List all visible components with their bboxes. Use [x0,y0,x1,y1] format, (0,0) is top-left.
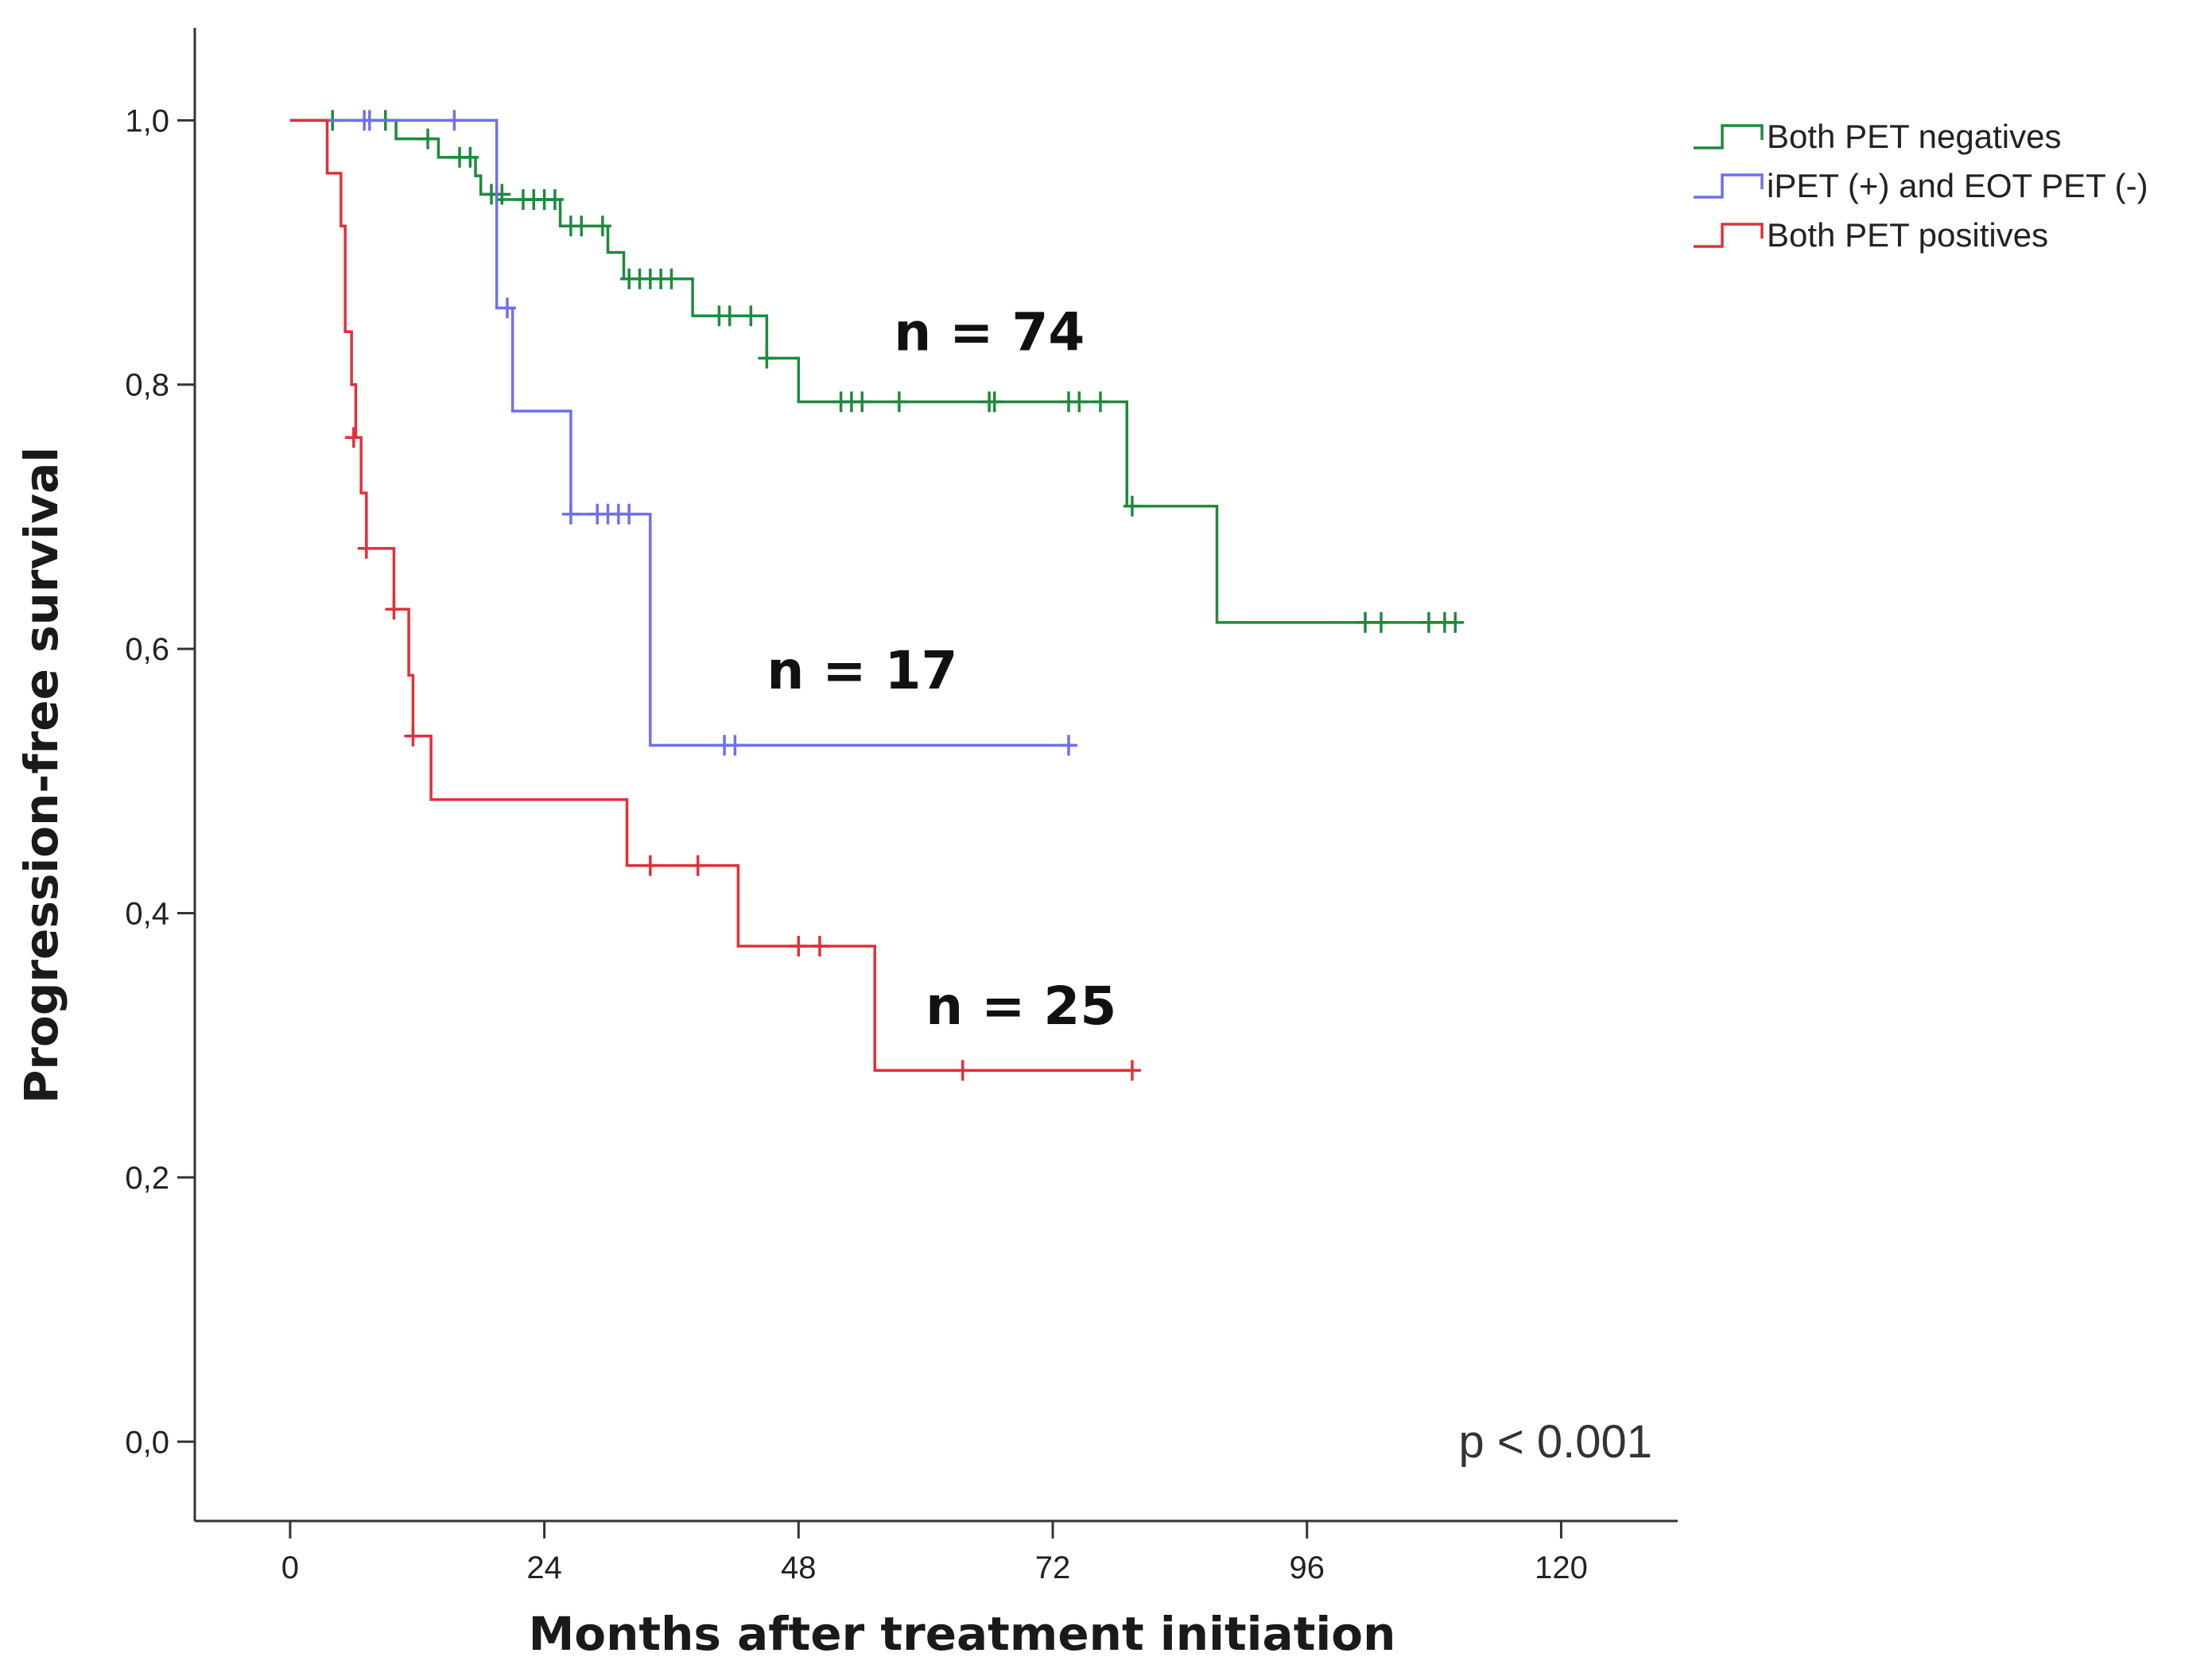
legend-label: iPET (+) and EOT PET (-) [1767,167,2148,204]
axes [193,28,1678,1523]
censor-mark [853,391,871,413]
censor-mark [720,305,739,327]
censor-mark [545,189,564,211]
x-axis-title: Months after treatment initiation [529,1607,1396,1661]
y-axis-title: Progression-free survival [14,447,68,1104]
series-layer: n = 74 n = 17 n = 25 [289,110,1465,1081]
censor-mark [790,936,808,957]
censor-mark [641,855,659,876]
censor-mark [360,110,378,131]
censor-mark [758,347,776,369]
ticks: 0 24 48 72 96 120 0,0 0,2 0,4 0,6 0,8 1,0 [125,103,1587,1585]
p-value-annotation: p < 0.001 [1459,1416,1653,1468]
censor-mark [1356,611,1375,633]
censor-mark [593,215,611,237]
series-line [289,118,1456,624]
n-count-label: n = 74 [894,302,1085,363]
legend-swatch [1694,173,1764,199]
y-tick-label: 0,8 [125,368,169,403]
censor-mark [742,305,760,327]
legend: Both PET negatives iPET (+) and EOT PET (… [1694,118,2148,254]
censor-mark [461,146,479,168]
y-tick-label: 0,0 [125,1425,169,1460]
x-tick-label: 24 [526,1550,562,1585]
censor-mark [1446,611,1465,633]
censor-mark [344,427,363,448]
censor-mark [1060,735,1078,756]
censor-mark [726,735,744,756]
censor-mark [620,503,638,525]
x-tick-label: 0 [281,1550,299,1585]
legend-swatch [1694,223,1764,248]
censor-mark [1123,495,1141,517]
censor-mark [561,503,580,525]
y-tick-label: 1,0 [125,103,169,138]
series-2: n = 17 [289,110,1078,756]
censor-mark [890,391,908,413]
y-tick-label: 0,2 [125,1161,169,1196]
censor-mark [1123,1060,1141,1081]
x-tick-label: 120 [1535,1550,1588,1585]
censor-mark [385,599,403,620]
censor-mark [689,855,707,876]
censor-mark [1070,391,1089,413]
labels: Progression-free survival Months after t… [14,447,1652,1661]
censor-mark [953,1060,972,1081]
x-tick-label: 96 [1290,1550,1325,1585]
censor-mark [404,725,422,747]
legend-item: Both PET negatives [1694,118,2061,155]
x-tick-label: 48 [781,1550,817,1585]
series-line [289,118,1074,747]
legend-label: Both PET negatives [1767,118,2061,155]
censor-mark [445,110,464,131]
y-tick-label: 0,4 [125,897,169,932]
series-3: n = 25 [289,118,1141,1081]
legend-item: Both PET positives [1694,216,2048,254]
series-line [289,118,1132,1073]
censor-mark [498,297,516,319]
censor-mark [1372,611,1390,633]
censor-mark [357,537,375,559]
censor-mark [572,215,591,237]
legend-item: iPET (+) and EOT PET (-) [1694,167,2148,204]
censor-mark [985,391,1003,413]
censor-mark [1419,611,1438,633]
series-1: n = 74 [289,110,1465,633]
n-count-label: n = 25 [926,976,1116,1037]
x-tick-label: 72 [1035,1550,1071,1585]
censor-mark [662,268,681,289]
censor-mark [419,128,437,149]
censor-mark [810,936,829,957]
censor-mark [1091,391,1109,413]
legend-label: Both PET positives [1767,216,2048,254]
n-count-label: n = 17 [766,640,957,701]
y-tick-label: 0,6 [125,632,169,667]
legend-swatch [1694,124,1764,149]
